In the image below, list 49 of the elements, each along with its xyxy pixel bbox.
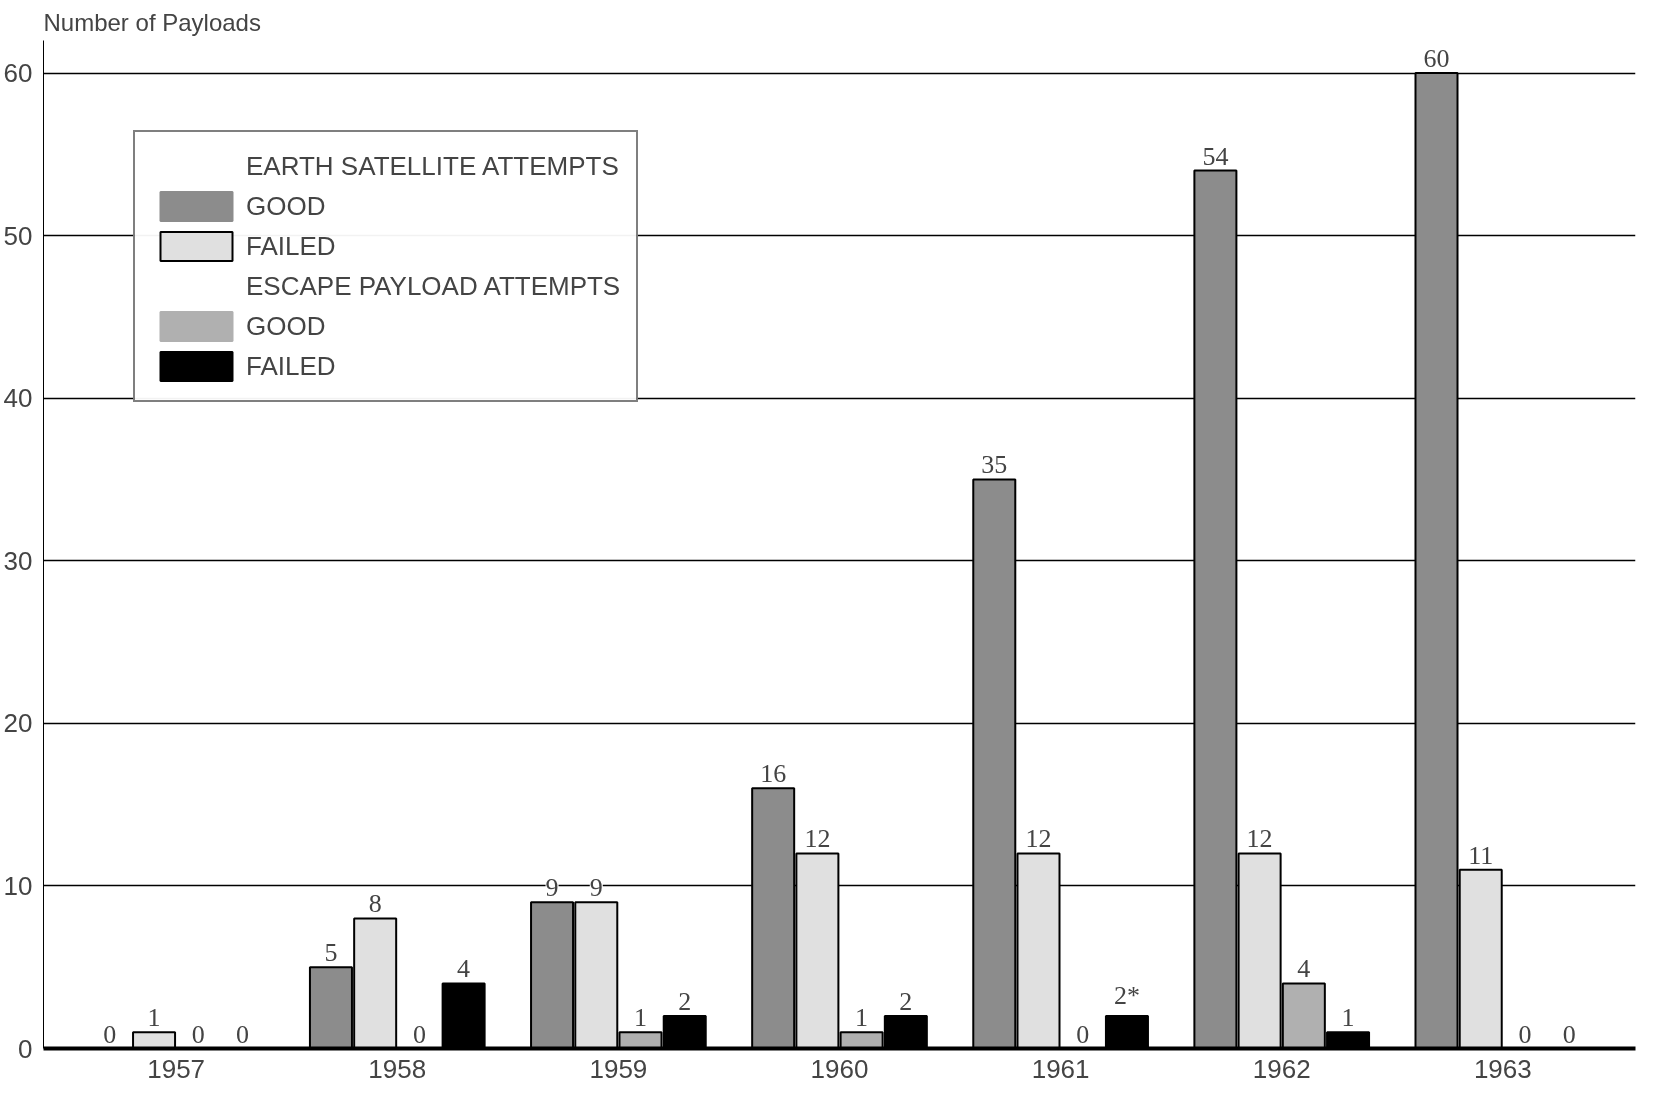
annotation: EARTH SATELLITE ATTEMPTS (246, 150, 619, 182)
y-tick-label: 20 (3, 708, 33, 739)
x-tick-label: 1960 (810, 1053, 869, 1084)
data-label: 4 (457, 954, 471, 984)
x-tick-label: 1957 (147, 1053, 206, 1084)
x-tick-label: 1962 (1252, 1053, 1311, 1084)
data-label: 1 (147, 1003, 161, 1033)
data-label: 16 (760, 759, 787, 789)
data-label: 0 (103, 1019, 117, 1049)
annotation: ESCAPE PAYLOAD ATTEMPTS (246, 270, 621, 302)
data-label: 12 (1025, 824, 1052, 854)
data-label: 0 (1076, 1019, 1090, 1049)
y-axis-title: Number of Payloads (43, 8, 261, 36)
data-label: 2 (899, 986, 913, 1016)
data-label: 54 (1202, 141, 1229, 171)
x-tick-label: 1963 (1473, 1053, 1532, 1084)
legend-label: FAILED (246, 230, 336, 262)
data-label: 11 (1468, 840, 1494, 870)
data-label: 4 (1297, 954, 1311, 984)
x-tick-label: 1958 (368, 1053, 427, 1084)
data-label: 8 (368, 889, 382, 919)
y-tick-label: 0 (18, 1033, 33, 1064)
y-tick-label: 30 (3, 545, 33, 576)
legend-label: FAILED (246, 350, 336, 382)
y-tick-label: 50 (3, 220, 33, 251)
y-tick-label: 60 (3, 58, 33, 89)
legend-label: GOOD (246, 190, 326, 222)
y-tick-label: 10 (3, 870, 33, 901)
data-label: 35 (981, 450, 1008, 480)
data-label: 9 (589, 873, 603, 903)
data-label: 0 (1562, 1019, 1576, 1049)
data-label: 0 (412, 1019, 426, 1049)
x-tick-label: 1959 (589, 1053, 648, 1084)
data-label: 60 (1423, 44, 1450, 74)
data-label: 12 (804, 824, 831, 854)
data-label: 0 (191, 1019, 205, 1049)
data-label: 1 (634, 1003, 647, 1033)
legend-label: GOOD (246, 310, 326, 342)
data-label: 9 (545, 873, 559, 903)
data-label: 5 (324, 938, 338, 968)
data-label: 0 (1518, 1019, 1532, 1049)
data-label: 12 (1246, 824, 1273, 854)
data-label: 1 (1341, 1003, 1355, 1033)
y-tick-label: 40 (3, 383, 33, 414)
data-label: 1 (855, 1003, 869, 1033)
data-label: 0 (236, 1019, 249, 1049)
x-tick-label: 1961 (1031, 1053, 1090, 1084)
data-label: 2 (678, 986, 692, 1016)
data-label: 2* (1113, 980, 1140, 1010)
